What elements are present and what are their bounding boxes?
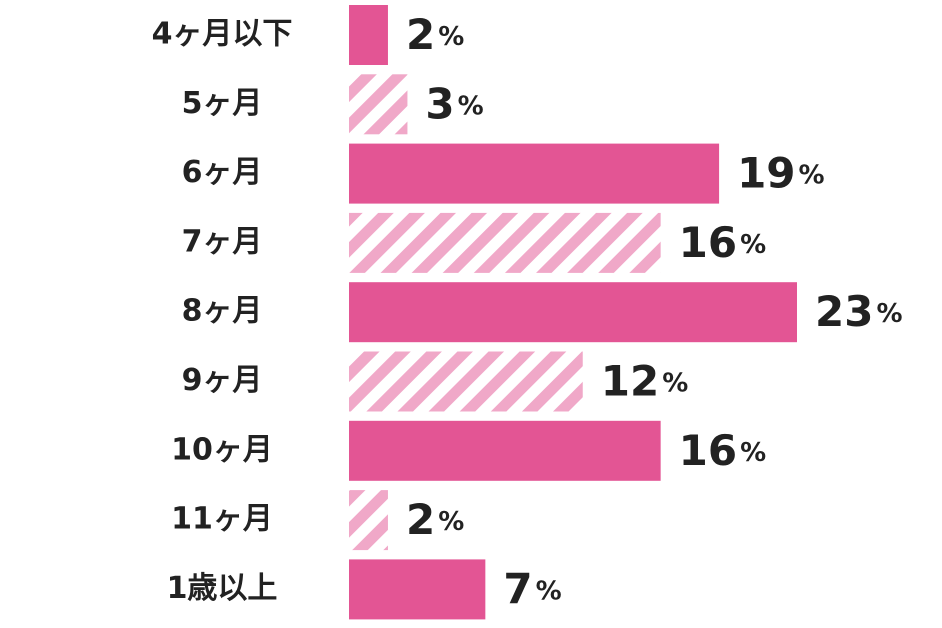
value-label: 3% [425,79,483,128]
value-label: 12% [601,356,689,405]
category-label: 5ヶ月 [182,86,263,121]
bar [349,143,720,204]
category-label: 11ヶ月 [171,502,273,537]
value-label: 7% [503,564,561,613]
category-label: 8ヶ月 [182,294,263,329]
value-label: 19% [737,148,825,197]
bar [349,212,661,273]
category-label: 1歳以上 [167,571,278,606]
value-label: 2% [406,495,464,544]
value-label: 16% [679,425,767,474]
bar [349,351,583,412]
category-label: 6ヶ月 [182,155,263,190]
value-label: 16% [679,217,767,266]
bar [349,559,486,620]
category-label: 9ヶ月 [182,363,263,398]
value-label: 2% [406,10,464,59]
bar [349,490,388,551]
category-label: 7ヶ月 [182,224,263,259]
bar [349,282,797,343]
value-label: 23% [815,287,903,336]
bar [349,420,661,481]
category-label: 4ヶ月以下 [152,17,293,52]
category-label: 10ヶ月 [171,432,273,467]
bar [349,74,408,135]
bar [349,5,388,65]
